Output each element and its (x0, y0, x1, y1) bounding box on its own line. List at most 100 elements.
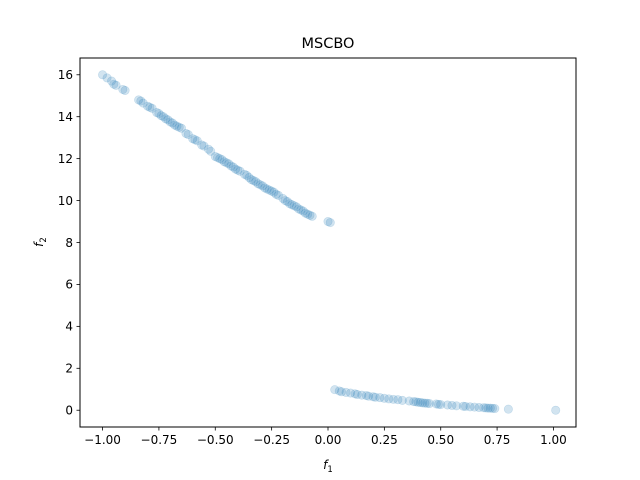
data-point (289, 201, 299, 211)
data-point (255, 180, 265, 190)
data-point (267, 186, 277, 196)
data-point (291, 202, 301, 212)
data-point (357, 390, 367, 400)
data-point (264, 185, 274, 195)
data-point (300, 208, 310, 218)
data-point (411, 397, 421, 407)
data-point (397, 395, 407, 405)
data-point (452, 401, 462, 411)
data-point (305, 210, 315, 220)
data-point (176, 123, 186, 133)
data-point (346, 388, 356, 398)
data-point (233, 165, 243, 175)
data-point (235, 166, 245, 176)
data-point (479, 403, 489, 413)
data-point (154, 109, 164, 119)
data-point (296, 205, 306, 215)
data-point (278, 193, 288, 203)
data-point (147, 103, 157, 113)
data-point (226, 161, 236, 171)
data-point (282, 197, 292, 207)
data-point (244, 173, 254, 183)
data-point (188, 134, 198, 144)
data-point (447, 400, 457, 410)
data-point (393, 395, 403, 405)
data-point (217, 155, 227, 165)
x-tick-label: 0.75 (484, 433, 511, 447)
data-point (422, 398, 432, 408)
data-point (409, 397, 419, 407)
data-point (167, 118, 177, 128)
data-point (111, 80, 121, 90)
data-points (98, 70, 561, 415)
data-point (294, 204, 304, 214)
x-tick-label: 1.00 (540, 433, 567, 447)
y-tick-label: 2 (65, 362, 73, 376)
data-point (170, 120, 180, 130)
data-point (190, 135, 200, 145)
data-point (442, 400, 452, 410)
data-point (138, 98, 148, 108)
data-point (488, 403, 498, 413)
data-point (424, 399, 434, 409)
data-point (152, 108, 162, 118)
data-point (165, 117, 175, 127)
chart-title: MSCBO (302, 36, 355, 52)
data-point (361, 391, 371, 401)
data-point (490, 404, 500, 414)
data-point (350, 389, 360, 399)
y-tick-label: 4 (65, 320, 73, 334)
data-point (420, 398, 430, 408)
data-point (249, 176, 259, 186)
data-point (181, 128, 191, 138)
x-axis-label: f1 (323, 458, 333, 475)
data-point (251, 177, 261, 187)
data-point (271, 189, 281, 199)
data-point (330, 385, 340, 395)
data-point (98, 70, 108, 80)
data-point (242, 170, 252, 180)
data-point (163, 115, 173, 125)
data-point (334, 386, 344, 396)
y-axis-label-base: f (32, 241, 46, 247)
data-point (375, 393, 385, 403)
y-tick-label: 0 (65, 404, 73, 418)
data-point (287, 200, 297, 210)
y-tick-label: 12 (58, 152, 73, 166)
data-point (298, 206, 308, 216)
data-point (215, 154, 225, 164)
x-axis-label-base: f (323, 458, 329, 472)
data-point (485, 403, 495, 413)
data-point (210, 152, 220, 162)
x-axis-label-subscript: 1 (327, 465, 332, 475)
x-axis: −1.00 −0.75 −0.50 −0.25 0.00 0.25 0.50 0.75 1.00 (84, 427, 567, 447)
data-point (224, 159, 234, 169)
data-point (551, 405, 561, 415)
y-tick-label: 14 (58, 110, 73, 124)
data-point (158, 112, 168, 122)
data-point (262, 184, 272, 194)
data-point (258, 181, 268, 191)
data-point (285, 199, 295, 209)
data-point (433, 399, 443, 409)
data-point (418, 398, 428, 408)
x-tick-label: 0.00 (315, 433, 342, 447)
data-point (204, 144, 214, 154)
data-point (352, 389, 362, 399)
data-point (161, 114, 171, 124)
data-point (136, 96, 146, 106)
data-point (253, 179, 263, 189)
data-point (465, 402, 475, 412)
data-point (107, 76, 117, 86)
data-point (458, 401, 468, 411)
data-point (134, 95, 144, 105)
y-tick-label: 10 (58, 194, 73, 208)
y-tick-label: 6 (65, 278, 73, 292)
data-point (303, 209, 313, 219)
data-point (197, 140, 207, 150)
data-point (118, 84, 128, 94)
data-point (120, 86, 130, 96)
data-point (240, 169, 250, 179)
data-point (109, 79, 119, 89)
data-point (206, 146, 216, 156)
